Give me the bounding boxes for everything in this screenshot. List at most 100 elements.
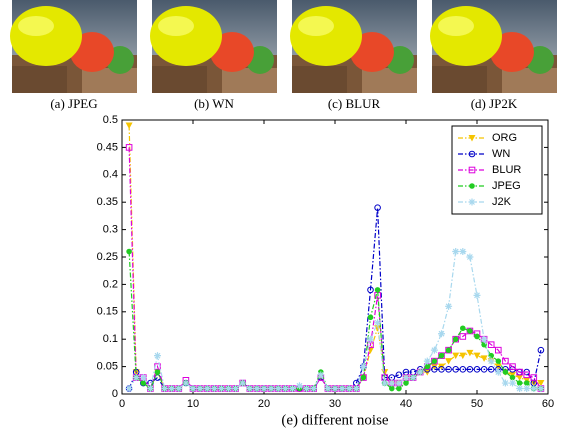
marker — [487, 366, 495, 373]
marker — [281, 385, 289, 393]
marker — [395, 371, 403, 379]
marker — [469, 183, 475, 189]
marker — [125, 385, 133, 393]
photo — [430, 0, 557, 93]
marker — [466, 253, 474, 261]
y-tick-label: 0.15 — [97, 306, 118, 318]
marker — [154, 352, 161, 360]
marker — [203, 385, 211, 393]
marker — [367, 286, 374, 294]
marker — [424, 363, 431, 370]
marker — [389, 385, 395, 392]
marker — [431, 358, 438, 364]
marker — [516, 368, 523, 376]
x-tick-label: 20 — [258, 398, 270, 410]
x-tick-label: 30 — [329, 398, 341, 410]
marker — [182, 379, 190, 387]
marker — [445, 358, 453, 365]
marker — [403, 380, 409, 386]
marker — [445, 302, 453, 310]
marker — [459, 333, 467, 340]
marker — [310, 385, 318, 393]
marker — [139, 374, 147, 382]
chart-caption: (e) different noise — [281, 412, 389, 428]
legend-label: ORG — [492, 132, 517, 144]
marker — [146, 385, 154, 393]
marker — [274, 385, 282, 393]
marker — [423, 357, 431, 365]
marker — [359, 363, 367, 371]
marker — [296, 382, 303, 390]
legend-box — [451, 125, 543, 215]
legend-label: JPEG — [492, 180, 521, 192]
marker — [317, 371, 325, 379]
marker — [452, 366, 460, 373]
y-tick-label: 0 — [112, 388, 118, 400]
marker — [246, 385, 254, 393]
marker — [459, 352, 467, 360]
marker — [445, 366, 452, 373]
marker — [438, 352, 445, 359]
marker — [253, 385, 261, 393]
marker — [494, 368, 502, 376]
marker — [352, 385, 360, 393]
marker — [452, 248, 460, 256]
marker — [409, 374, 417, 382]
marker — [338, 385, 346, 393]
marker — [487, 357, 495, 365]
x-tick-label: 40 — [400, 398, 412, 410]
marker — [460, 325, 466, 332]
marker — [210, 385, 218, 393]
marker — [516, 374, 524, 382]
marker — [388, 379, 396, 387]
y-tick-label: 0.2 — [103, 278, 118, 290]
photo — [150, 0, 277, 93]
marker — [473, 352, 481, 360]
marker — [396, 385, 402, 392]
y-tick-label: 0.35 — [97, 196, 118, 208]
marker — [126, 248, 132, 255]
marker — [459, 366, 467, 373]
marker — [537, 385, 545, 393]
marker — [473, 291, 481, 299]
marker — [530, 385, 538, 393]
marker — [452, 352, 460, 360]
marker — [189, 385, 197, 393]
marker — [374, 319, 382, 327]
marker — [374, 204, 381, 211]
marker — [154, 369, 161, 375]
marker — [360, 374, 367, 381]
marker — [501, 379, 509, 387]
marker — [537, 380, 545, 387]
marker — [232, 385, 240, 393]
marker — [452, 336, 459, 343]
marker — [495, 346, 502, 354]
marker — [509, 363, 516, 370]
marker — [516, 385, 524, 393]
marker — [395, 379, 403, 387]
y-tick-label: 0.3 — [103, 224, 118, 236]
marker — [132, 374, 140, 382]
marker — [175, 385, 183, 393]
marker — [324, 385, 332, 393]
marker — [509, 379, 516, 387]
marker — [288, 385, 296, 393]
legend-label: WN — [492, 148, 510, 160]
marker — [537, 346, 545, 354]
marker — [267, 385, 275, 393]
marker — [474, 333, 480, 340]
y-tick-label: 0.5 — [103, 114, 118, 126]
marker — [125, 122, 133, 129]
marker — [466, 349, 474, 357]
marker — [473, 366, 481, 373]
marker — [480, 366, 488, 373]
marker — [140, 380, 147, 386]
marker — [445, 347, 452, 353]
y-tick-label: 0.05 — [97, 361, 118, 373]
marker — [523, 385, 531, 393]
marker — [402, 374, 410, 382]
caption: (c) BLUR — [328, 96, 381, 111]
marker — [438, 366, 445, 373]
marker — [495, 358, 502, 364]
